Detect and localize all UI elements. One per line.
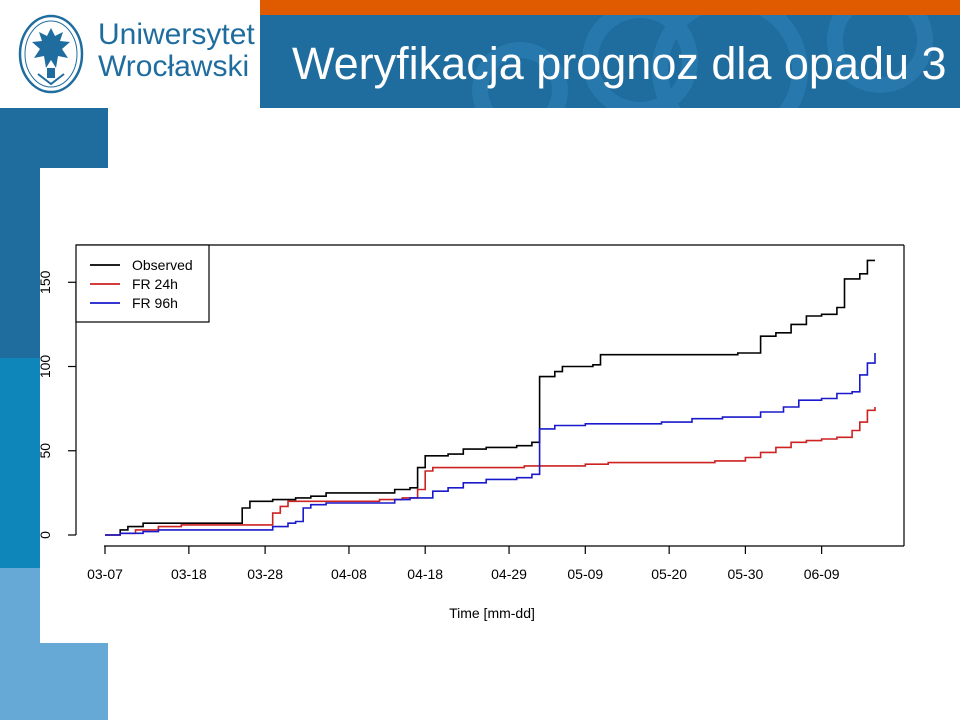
slide-title: Weryfikacja prognoz dla opadu 3 xyxy=(292,38,947,89)
x-tick-label: 06-09 xyxy=(804,566,840,582)
x-tick-label: 03-07 xyxy=(87,566,123,582)
university-name-line2: Wrocławski xyxy=(98,50,250,83)
y-tick-label: 150 xyxy=(40,270,53,294)
x-tick-label: 04-18 xyxy=(407,566,443,582)
university-logo: Uniwersytet Wrocławski xyxy=(0,0,260,108)
x-tick-label: 05-30 xyxy=(727,566,763,582)
x-tick-label: 05-09 xyxy=(567,566,603,582)
y-tick-label: 50 xyxy=(40,443,53,459)
series-line-1 xyxy=(105,407,876,536)
university-name-line1: Uniwersytet xyxy=(98,18,255,51)
slide-header: Uniwersytet Wrocławski Weryfikacja progn… xyxy=(0,0,960,108)
series-line-2 xyxy=(105,353,876,536)
legend-label: Observed xyxy=(132,257,193,273)
x-tick-label: 03-28 xyxy=(247,566,283,582)
x-tick-label: 03-18 xyxy=(171,566,207,582)
university-crest-icon xyxy=(18,14,84,94)
legend-label: FR 96h xyxy=(132,295,178,311)
legend-label: FR 24h xyxy=(132,276,178,292)
x-axis-label: Time [mm-dd] xyxy=(449,605,535,621)
side-decoration-block xyxy=(0,358,40,568)
x-tick-label: 05-20 xyxy=(651,566,687,582)
x-tick-label: 04-29 xyxy=(491,566,527,582)
header-orange-bar xyxy=(260,0,960,15)
x-tick-label: 04-08 xyxy=(331,566,367,582)
y-tick-label: 100 xyxy=(40,355,53,379)
precipitation-chart: 03-07 03-18 03-28 04-08 04-18 04-29 05-09 05-20… xyxy=(40,244,905,621)
y-tick-label: 0 xyxy=(40,531,53,539)
series-line-0 xyxy=(105,259,875,536)
content-panel: 03-07 03-18 03-28 04-08 04-18 04-29 05-09 05-20… xyxy=(40,168,960,643)
side-decoration-block xyxy=(0,568,40,643)
side-decoration-block xyxy=(0,643,108,720)
